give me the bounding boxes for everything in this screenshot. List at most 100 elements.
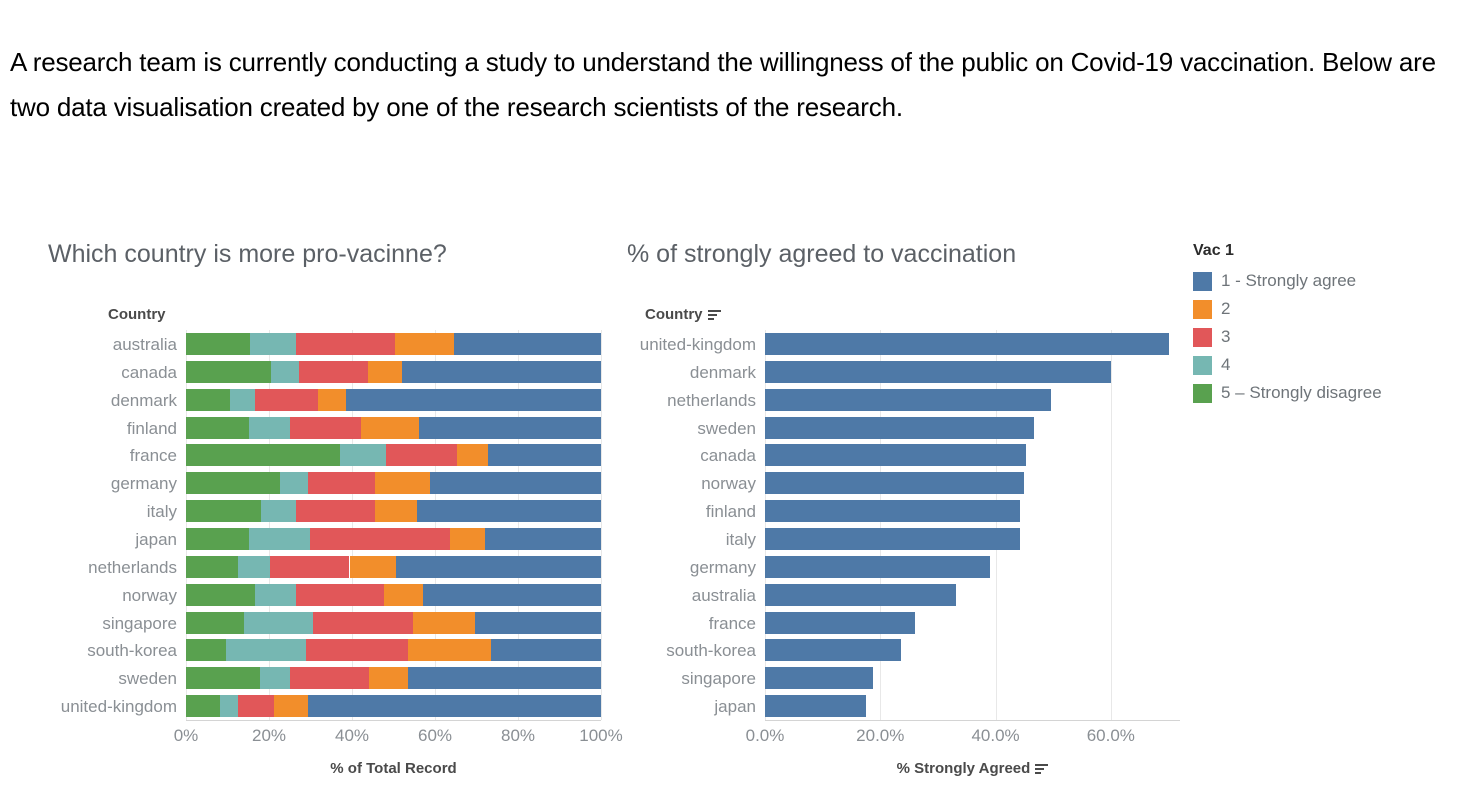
right-chart-bar[interactable] [765, 695, 867, 718]
left-chart-bar-segment[interactable] [186, 500, 262, 523]
left-chart-bar-row[interactable]: finland [127, 416, 601, 439]
left-chart-bar-row[interactable]: australia [113, 332, 601, 355]
left-chart-bar-segment[interactable] [339, 444, 387, 467]
left-chart-bar-segment[interactable] [248, 527, 310, 550]
left-chart-bar-segment[interactable] [186, 639, 226, 662]
left-chart-bar-segment[interactable] [375, 500, 418, 523]
left-chart-bar-segment[interactable] [289, 416, 361, 439]
left-chart-bar-segment[interactable] [402, 360, 601, 383]
right-chart-bar-row[interactable]: australia [692, 583, 1180, 606]
left-chart-bar-segment[interactable] [270, 555, 350, 578]
left-chart-bar-segment[interactable] [186, 416, 250, 439]
left-chart-bar-segment[interactable] [474, 611, 601, 634]
left-chart-bar-segment[interactable] [375, 472, 430, 495]
left-chart-bar-segment[interactable] [413, 611, 475, 634]
right-chart-bar[interactable] [765, 527, 1020, 550]
left-chart-bar-segment[interactable] [261, 500, 296, 523]
left-chart-bar-segment[interactable] [274, 695, 308, 718]
left-chart-bar-segment[interactable] [254, 388, 318, 411]
left-chart-bar-segment[interactable] [487, 444, 601, 467]
sort-descending-icon[interactable] [707, 309, 721, 320]
left-chart-bar-segment[interactable] [186, 527, 249, 550]
left-chart-bar-segment[interactable] [308, 695, 601, 718]
left-chart-bar-segment[interactable] [345, 388, 601, 411]
left-chart-bar-row[interactable]: norway [122, 583, 601, 606]
left-chart-bar-segment[interactable] [368, 667, 409, 690]
left-chart-bar-row[interactable]: denmark [111, 388, 601, 411]
right-chart-axis-title-group[interactable]: % Strongly Agreed [765, 760, 1180, 777]
legend-item[interactable]: 4 [1193, 351, 1463, 379]
right-chart-bar-row[interactable]: norway [701, 472, 1180, 495]
left-chart-bar-segment[interactable] [295, 500, 376, 523]
left-chart-bar-row[interactable]: canada [121, 360, 601, 383]
left-chart-bar-row[interactable]: france [130, 444, 601, 467]
left-chart-bar-segment[interactable] [186, 695, 221, 718]
right-chart-row-field[interactable]: Country [645, 306, 721, 323]
left-chart-bar-segment[interactable] [309, 527, 451, 550]
right-chart-bar[interactable] [765, 332, 1170, 355]
left-chart-bar-segment[interactable] [237, 555, 271, 578]
left-chart-bar-segment[interactable] [225, 639, 306, 662]
left-chart-bar-segment[interactable] [422, 583, 601, 606]
left-chart-bar-segment[interactable] [349, 555, 396, 578]
left-chart-bar-segment[interactable] [280, 472, 308, 495]
right-chart-bar-row[interactable]: denmark [690, 360, 1180, 383]
left-chart-bar-row[interactable]: netherlands [88, 555, 601, 578]
right-chart-bar[interactable] [765, 500, 1021, 523]
left-chart-bar-segment[interactable] [289, 667, 369, 690]
left-chart-bar-segment[interactable] [407, 639, 491, 662]
left-chart-bar-segment[interactable] [186, 667, 260, 690]
left-chart-bar-segment[interactable] [454, 332, 601, 355]
right-chart-bar-row[interactable]: sweden [697, 416, 1180, 439]
left-chart-bar-segment[interactable] [220, 695, 239, 718]
left-chart-bar-row[interactable]: germany [111, 472, 601, 495]
right-chart-bar[interactable] [765, 444, 1026, 467]
left-chart-bar-segment[interactable] [186, 332, 250, 355]
right-chart-bar[interactable] [765, 472, 1025, 495]
left-chart-bar-segment[interactable] [229, 388, 255, 411]
right-chart-bar[interactable] [765, 583, 957, 606]
left-chart-bar-row[interactable]: united-kingdom [61, 695, 601, 718]
left-chart-bar-segment[interactable] [238, 695, 275, 718]
right-chart-bar-row[interactable]: netherlands [667, 388, 1180, 411]
left-chart-bar-row[interactable]: sweden [118, 667, 601, 690]
left-chart-bar-segment[interactable] [485, 527, 601, 550]
sort-descending-icon[interactable] [1035, 763, 1049, 774]
left-chart-bar-segment[interactable] [417, 500, 601, 523]
right-chart-bar[interactable] [765, 416, 1034, 439]
left-chart-bar-segment[interactable] [249, 332, 296, 355]
left-chart-bar-segment[interactable] [395, 555, 601, 578]
left-chart-bar-segment[interactable] [383, 583, 423, 606]
left-chart-bar-segment[interactable] [305, 639, 408, 662]
left-chart-bar-segment[interactable] [490, 639, 601, 662]
left-chart-bar-segment[interactable] [259, 667, 290, 690]
legend-item[interactable]: 2 [1193, 295, 1463, 323]
left-chart-bar-segment[interactable] [360, 416, 419, 439]
left-chart-bar-segment[interactable] [450, 527, 486, 550]
left-chart-bar-row[interactable]: japan [135, 527, 601, 550]
left-chart-bar-row[interactable]: singapore [102, 611, 601, 634]
left-chart-bar-segment[interactable] [271, 360, 300, 383]
left-chart-bar-segment[interactable] [299, 360, 369, 383]
legend-item[interactable]: 1 - Strongly agree [1193, 267, 1463, 295]
right-chart-bar[interactable] [765, 360, 1111, 383]
left-chart-bar-segment[interactable] [368, 360, 403, 383]
right-chart-bar-row[interactable]: south-korea [666, 639, 1180, 662]
left-chart-bar-segment[interactable] [186, 360, 272, 383]
right-chart-bar-row[interactable]: singapore [681, 667, 1180, 690]
left-chart-bar-row[interactable]: south-korea [87, 639, 601, 662]
left-chart-bar-segment[interactable] [186, 388, 230, 411]
left-chart-bar-segment[interactable] [295, 332, 396, 355]
left-chart-bar-segment[interactable] [186, 555, 238, 578]
right-chart-bar[interactable] [765, 555, 991, 578]
left-chart-bar-segment[interactable] [186, 583, 255, 606]
right-chart-bar[interactable] [765, 388, 1051, 411]
left-chart-bar-segment[interactable] [295, 583, 384, 606]
right-chart-bar-row[interactable]: italy [726, 527, 1180, 550]
legend-item[interactable]: 5 – Strongly disagree [1193, 379, 1463, 407]
right-chart-bar-row[interactable]: finland [706, 500, 1180, 523]
left-chart-bar-row[interactable]: italy [147, 500, 601, 523]
left-chart-bar-segment[interactable] [186, 611, 245, 634]
right-chart-bar[interactable] [765, 667, 874, 690]
legend-item[interactable]: 3 [1193, 323, 1463, 351]
